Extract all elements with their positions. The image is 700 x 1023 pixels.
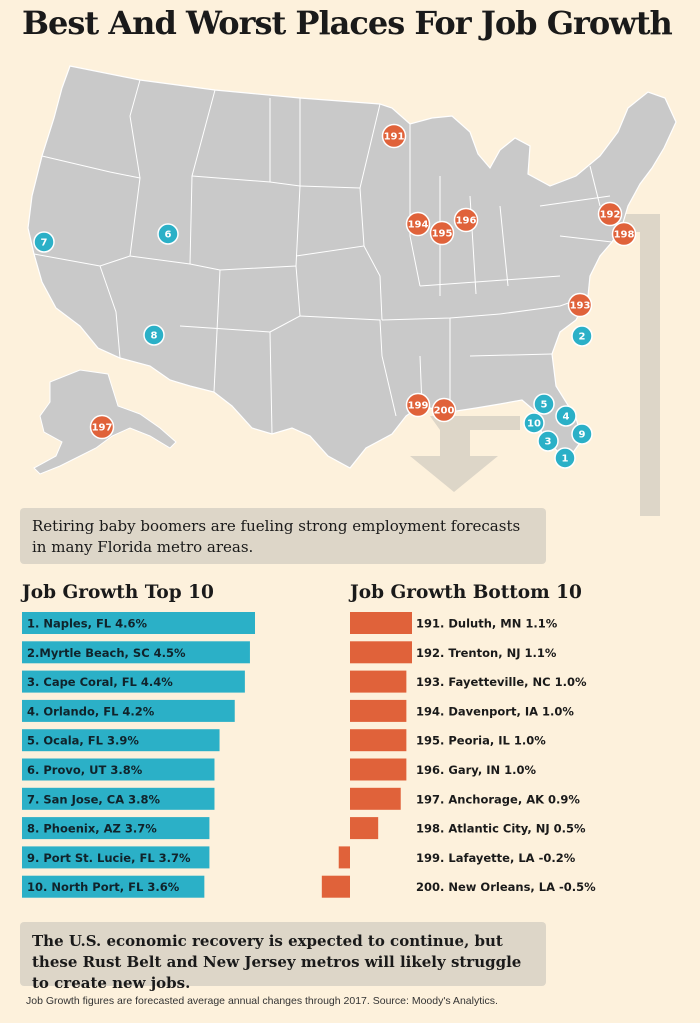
top10-bar-label: 5. Ocala, FL 3.9%	[27, 734, 139, 748]
top10-bar-label: 8. Phoenix, AZ 3.7%	[27, 822, 157, 836]
top10-bar-label: 3. Cape Coral, FL 4.4%	[27, 675, 173, 689]
map-marker-2: 2	[571, 325, 593, 347]
map-marker-193: 193	[567, 292, 593, 318]
svg-text:198: 198	[614, 230, 635, 241]
top10-bar	[22, 699, 235, 722]
svg-text:7: 7	[41, 238, 48, 249]
bottom10-title: Job Growth Bottom 10	[350, 582, 582, 603]
bottom10-bar	[321, 875, 350, 898]
florida-note: Retiring baby boomers are fueling strong…	[20, 508, 546, 564]
bottom10-bar	[350, 758, 407, 781]
svg-text:5: 5	[541, 400, 548, 411]
bottom10-bar	[350, 817, 379, 840]
svg-text:200: 200	[434, 406, 455, 417]
top10-bar-label: 6. Provo, UT 3.8%	[27, 763, 143, 777]
bottom10-bar	[350, 729, 407, 752]
bottom10-bar	[350, 641, 412, 664]
map-marker-9: 9	[571, 423, 593, 445]
top10-bar	[22, 875, 205, 898]
top10-bar	[22, 612, 255, 634]
page-title: Best And Worst Places For Job Growth	[22, 4, 673, 42]
bottom10-bar-label: 192. Trenton, NJ 1.1%	[416, 646, 557, 660]
flow-arrow-right	[612, 214, 660, 516]
top10-bar-label: 9. Port St. Lucie, FL 3.7%	[27, 851, 191, 865]
svg-text:193: 193	[570, 301, 591, 312]
top10-bar	[22, 729, 220, 752]
flow-arrow-down	[410, 416, 520, 492]
map-marker-5: 5	[533, 393, 555, 415]
map-marker-7: 7	[33, 231, 55, 253]
svg-text:196: 196	[456, 216, 477, 227]
map-marker-194: 194	[405, 211, 431, 237]
svg-text:2: 2	[579, 332, 586, 343]
bottom10-bar-label: 199. Lafayette, LA -0.2%	[416, 851, 576, 865]
top10-bar	[22, 846, 210, 869]
svg-text:10: 10	[527, 419, 541, 430]
svg-text:197: 197	[92, 423, 113, 434]
bottom10-bar	[350, 699, 407, 722]
map-marker-191: 191	[381, 123, 407, 149]
bottom10-bar-label: 195. Peoria, IL 1.0%	[416, 734, 546, 748]
bottom10-bar-label: 200. New Orleans, LA -0.5%	[416, 880, 596, 894]
bottom10-chart: 191. Duluth, MN 1.1% 192. Trenton, NJ 1.1…	[321, 612, 596, 898]
top10-title: Job Growth Top 10	[22, 582, 214, 603]
svg-text:9: 9	[579, 430, 586, 441]
svg-text:3: 3	[545, 437, 552, 448]
bottom10-bar-label: 191. Duluth, MN 1.1%	[416, 617, 558, 631]
bottom10-bar	[338, 846, 350, 869]
map-marker-192: 192	[597, 201, 623, 227]
svg-text:191: 191	[384, 132, 405, 143]
svg-text:4: 4	[563, 412, 570, 423]
svg-text:199: 199	[408, 401, 429, 412]
rust-belt-note: The U.S. economic recovery is expected t…	[20, 922, 546, 992]
map-marker-1: 1	[554, 447, 576, 469]
svg-text:192: 192	[600, 210, 621, 221]
map-marker-195: 195	[429, 220, 455, 246]
svg-text:195: 195	[432, 229, 453, 240]
svg-text:194: 194	[408, 220, 429, 231]
map-marker-200: 200	[431, 397, 457, 423]
contiguous-us-shape	[27, 65, 677, 469]
bottom10-bar-label: 198. Atlantic City, NJ 0.5%	[416, 822, 586, 836]
bottom10-bar	[350, 670, 407, 693]
map-marker-8: 8	[143, 324, 165, 346]
bottom10-bar	[350, 612, 412, 634]
bottom10-bar-label: 197. Anchorage, AK 0.9%	[416, 792, 580, 806]
source-footnote: Job Growth figures are forecasted averag…	[26, 995, 498, 1007]
top10-bar-label: 10. North Port, FL 3.6%	[27, 880, 180, 894]
top10-bar	[22, 670, 245, 693]
top10-bar	[22, 817, 210, 840]
top10-bar-label: 2.Myrtle Beach, SC 4.5%	[27, 646, 186, 660]
state-borders	[33, 79, 613, 435]
bottom10-bar	[350, 787, 401, 810]
map-marker-10: 10	[523, 412, 545, 434]
top10-bar	[22, 641, 250, 664]
top10-bar-label: 1. Naples, FL 4.6%	[27, 617, 148, 631]
map-marker-6: 6	[157, 223, 179, 245]
map-marker-196: 196	[453, 207, 479, 233]
svg-text:8: 8	[151, 331, 158, 342]
svg-text:1: 1	[562, 454, 569, 465]
map-marker-4: 4	[555, 405, 577, 427]
svg-text:6: 6	[165, 230, 172, 241]
map-marker-198: 198	[611, 221, 637, 247]
map-marker-199: 199	[405, 392, 431, 418]
top10-bar-label: 4. Orlando, FL 4.2%	[27, 704, 155, 718]
top10-chart: 1. Naples, FL 4.6% 2.Myrtle Beach, SC 4.5…	[22, 612, 255, 898]
map-marker-3: 3	[537, 430, 559, 452]
top10-bar	[22, 787, 215, 810]
map-marker-197: 197	[89, 414, 115, 440]
bottom10-bar-label: 193. Fayetteville, NC 1.0%	[416, 675, 587, 689]
top10-bar-label: 7. San Jose, CA 3.8%	[27, 792, 161, 806]
top10-bar	[22, 758, 215, 781]
bottom10-bar-label: 194. Davenport, IA 1.0%	[416, 704, 574, 718]
bottom10-bar-label: 196. Gary, IN 1.0%	[416, 763, 537, 777]
